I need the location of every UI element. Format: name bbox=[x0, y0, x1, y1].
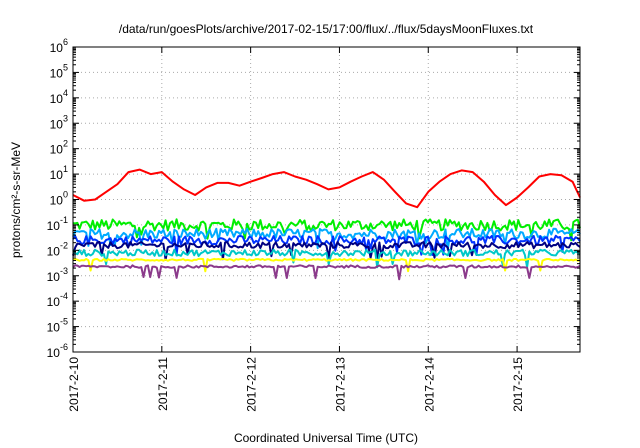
y-axis-tick-labels: 10-610-510-410-310-210-11001011021031041… bbox=[47, 37, 68, 360]
y-tick-base: 10 bbox=[47, 346, 61, 360]
x-tick-label: 2017-2-14 bbox=[422, 357, 436, 412]
series-line bbox=[72, 168, 581, 209]
y-tick-exponent: -2 bbox=[60, 240, 68, 250]
y-tick-base: 10 bbox=[50, 92, 64, 106]
y-tick-label: 102 bbox=[50, 139, 68, 157]
series-line bbox=[72, 218, 581, 242]
y-tick-exponent: 6 bbox=[63, 37, 68, 47]
series-line bbox=[72, 257, 581, 273]
y-tick-exponent: 1 bbox=[63, 164, 68, 174]
y-tick-exponent: 3 bbox=[63, 113, 68, 123]
y-tick-label: 103 bbox=[50, 113, 68, 131]
y-tick-exponent: 0 bbox=[63, 190, 68, 200]
y-tick-base: 10 bbox=[50, 66, 64, 80]
y-tick-exponent: 5 bbox=[63, 62, 68, 72]
y-tick-base: 10 bbox=[50, 194, 64, 208]
x-tick-label: 2017-2-15 bbox=[511, 357, 525, 412]
grid-lines bbox=[73, 47, 580, 352]
y-tick-exponent: -3 bbox=[60, 266, 68, 276]
axis-ticks bbox=[72, 46, 580, 353]
chart-title: /data/run/goesPlots/archive/2017-02-15/1… bbox=[119, 22, 534, 36]
x-axis-tick-labels: 2017-2-10 2017-2-11 2017-2-12 2017-2-13 2017… bbox=[67, 357, 525, 412]
y-tick-label: 10-5 bbox=[47, 317, 68, 335]
y-tick-base: 10 bbox=[47, 321, 61, 335]
y-tick-exponent: -4 bbox=[60, 291, 68, 301]
series-line bbox=[72, 241, 581, 261]
y-tick-label: 101 bbox=[50, 164, 68, 182]
x-tick-label: 2017-2-12 bbox=[245, 357, 259, 412]
y-tick-base: 10 bbox=[50, 117, 64, 131]
x-tick-label: 2017-2-10 bbox=[67, 357, 81, 412]
y-tick-label: 104 bbox=[50, 88, 68, 106]
y-tick-exponent: 2 bbox=[63, 139, 68, 149]
series-line bbox=[72, 234, 581, 256]
y-tick-label: 10-4 bbox=[47, 291, 68, 309]
y-tick-base: 10 bbox=[50, 143, 64, 157]
y-tick-base: 10 bbox=[50, 168, 64, 182]
y-tick-base: 10 bbox=[47, 295, 61, 309]
y-tick-base: 10 bbox=[47, 244, 61, 258]
y-tick-exponent: -6 bbox=[60, 342, 68, 352]
y-tick-label: 10-2 bbox=[47, 240, 68, 258]
series-layer bbox=[72, 168, 581, 281]
y-tick-label: 100 bbox=[50, 190, 68, 208]
y-tick-base: 10 bbox=[50, 41, 64, 55]
y-tick-exponent: 4 bbox=[63, 88, 68, 98]
x-axis-label: Coordinated Universal Time (UTC) bbox=[234, 431, 418, 445]
y-tick-label: 10-6 bbox=[47, 342, 68, 360]
x-tick-label: 2017-2-13 bbox=[333, 357, 347, 412]
series-line bbox=[72, 264, 581, 281]
y-tick-label: 106 bbox=[50, 37, 68, 55]
y-tick-exponent: -1 bbox=[60, 215, 68, 225]
y-axis-label: protons/cm²-s-sr-MeV bbox=[9, 142, 23, 258]
x-tick-label: 2017-2-11 bbox=[156, 357, 170, 411]
series-line bbox=[72, 248, 581, 269]
y-tick-label: 10-1 bbox=[47, 215, 68, 233]
y-tick-label: 105 bbox=[50, 62, 68, 80]
y-tick-base: 10 bbox=[47, 270, 61, 284]
series-line bbox=[72, 227, 581, 251]
y-tick-label: 10-3 bbox=[47, 266, 68, 284]
y-tick-exponent: -5 bbox=[60, 317, 68, 327]
y-tick-base: 10 bbox=[47, 219, 61, 233]
